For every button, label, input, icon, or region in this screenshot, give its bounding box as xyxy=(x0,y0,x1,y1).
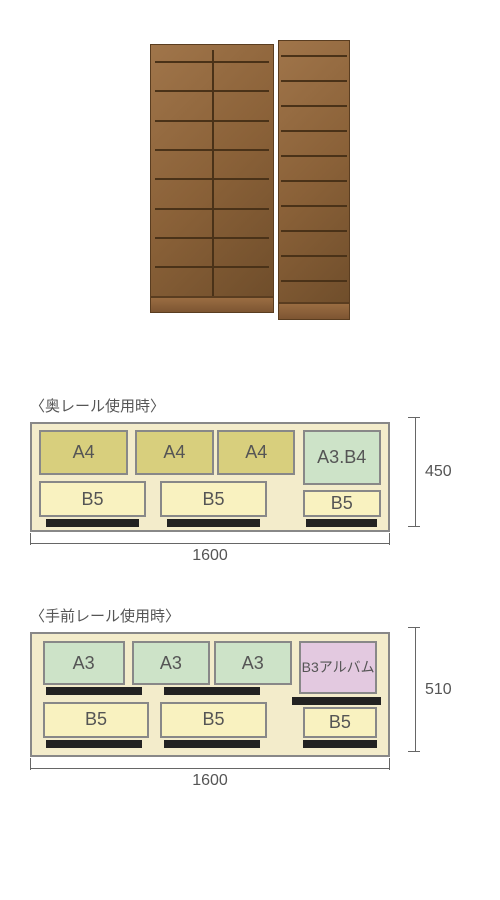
block-a4-1: A4 xyxy=(39,430,128,475)
diagram2-height-label: 510 xyxy=(425,681,452,699)
diagram2-title: 〈手前レール使用時〉 xyxy=(30,605,390,626)
dim-tick xyxy=(30,758,31,770)
diagram2-box: A3A3A3B3アルバムB5B5B5 xyxy=(30,632,390,757)
block-b5-3: B5 xyxy=(303,707,378,738)
block-a4-2: A4 xyxy=(135,430,213,475)
block-a3-2: A3 xyxy=(132,641,210,685)
diagram1-title: 〈奥レール使用時〉 xyxy=(30,395,390,416)
diagram-front-rail: 〈手前レール使用時〉 A3A3A3B3アルバムB5B5B5 1600 510 xyxy=(30,605,390,757)
diagram1-box: A4A4A4A3.B4B5B5B5 xyxy=(30,422,390,532)
block-a3-3: A3 xyxy=(214,641,292,685)
rail-5 xyxy=(303,740,378,748)
dim-tick xyxy=(389,533,390,545)
rail-2 xyxy=(306,519,377,527)
dim-tick xyxy=(389,758,390,770)
diagram1-height-label: 450 xyxy=(425,463,452,481)
rail-1 xyxy=(164,687,260,695)
diagram2-height-line xyxy=(415,627,416,752)
diagram2-width-line xyxy=(30,768,390,769)
dim-tick xyxy=(408,751,420,752)
shelf-right-unit xyxy=(278,40,350,320)
rail-1 xyxy=(167,519,260,527)
block-b5-1: B5 xyxy=(39,481,146,517)
rail-4 xyxy=(164,740,260,748)
dim-tick xyxy=(30,533,31,545)
dim-tick xyxy=(408,526,420,527)
block-b5-2: B5 xyxy=(160,702,267,738)
rail-2 xyxy=(292,697,381,705)
product-photo xyxy=(150,40,350,320)
block-a4-3: A4 xyxy=(217,430,295,475)
rail-0 xyxy=(46,687,142,695)
block-b5-2: B5 xyxy=(160,481,267,517)
diagram1-width-line xyxy=(30,543,390,544)
dim-tick xyxy=(408,627,420,628)
diagram1-width-label: 1600 xyxy=(30,547,390,565)
block-b3: B3アルバム xyxy=(299,641,377,694)
diagram2-width-label: 1600 xyxy=(30,772,390,790)
block-a3-1: A3 xyxy=(43,641,125,685)
rail-3 xyxy=(46,740,142,748)
diagram-rear-rail: 〈奥レール使用時〉 A4A4A4A3.B4B5B5B5 1600 450 xyxy=(30,395,390,532)
rail-0 xyxy=(46,519,139,527)
block-b5-3: B5 xyxy=(303,490,381,518)
dim-tick xyxy=(408,417,420,418)
block-a3b4: A3.B4 xyxy=(303,430,381,485)
block-b5-1: B5 xyxy=(43,702,150,738)
shelf-left-unit xyxy=(150,44,274,313)
diagram1-height-line xyxy=(415,417,416,527)
